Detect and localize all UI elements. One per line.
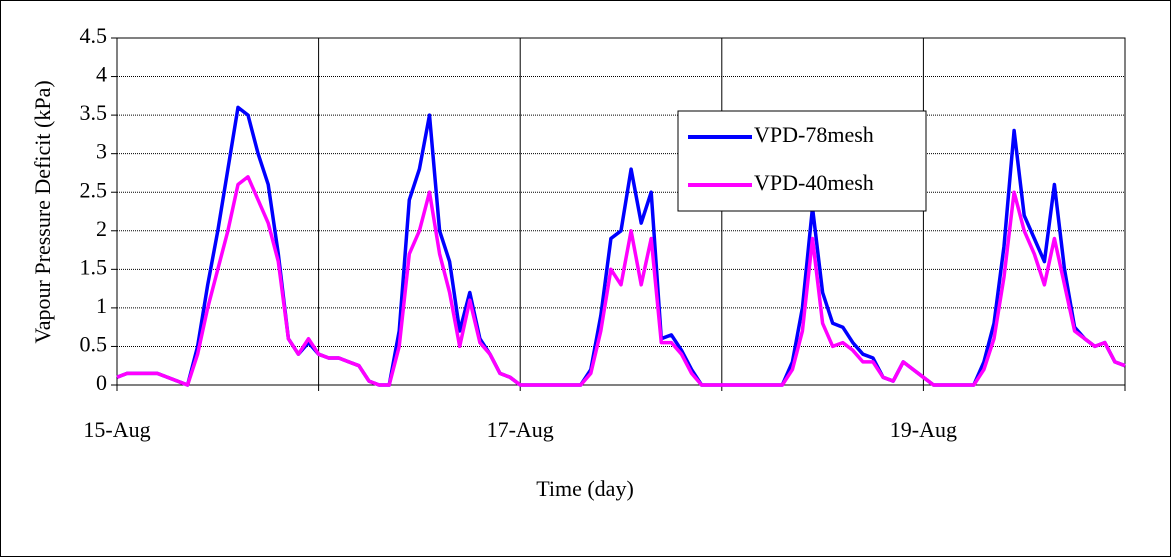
y-tick-label: 0.5 <box>80 331 108 356</box>
y-tick-label: 4.5 <box>80 23 108 48</box>
plot-frame <box>116 37 1126 386</box>
x-tick-label: 15-Aug <box>83 417 150 442</box>
y-tick-label: 4 <box>96 62 107 87</box>
y-tick-label: 2 <box>96 216 107 241</box>
legend-label: VPD-40mesh <box>754 170 874 195</box>
y-tick-label: 1.5 <box>80 254 108 279</box>
y-tick-label: 2.5 <box>80 177 108 202</box>
series-line <box>116 175 1126 387</box>
legend-label: VPD-78mesh <box>754 122 874 147</box>
x-tick-label: 19-Aug <box>890 417 957 442</box>
y-axis-label: Vapour Pressure Deficit (kPa) <box>30 80 55 343</box>
y-tick-label: 3 <box>96 139 107 164</box>
legend-box <box>677 110 927 212</box>
x-tick-label: 17-Aug <box>487 417 554 442</box>
x-axis-label: Time (day) <box>536 476 634 501</box>
y-tick-label: 1 <box>96 293 107 318</box>
y-tick-label: 3.5 <box>80 100 108 125</box>
y-tick-label: 0 <box>96 370 107 395</box>
